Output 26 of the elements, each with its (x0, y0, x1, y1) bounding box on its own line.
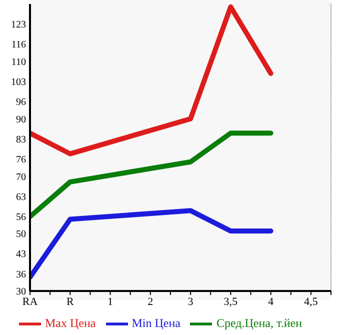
y-tick-label: 96 (16, 97, 26, 108)
x-tick-label: RA (22, 296, 38, 308)
x-tick-label: 1 (108, 296, 114, 308)
y-tick-label: 110 (11, 56, 26, 68)
x-tick-label: 3 (188, 296, 194, 308)
legend-label: Max Цена (44, 316, 96, 330)
y-tick-label: 116 (11, 40, 26, 51)
y-tick-label: 50 (16, 229, 26, 240)
y-tick-label: 76 (16, 154, 26, 166)
x-tick-label: 3,5 (224, 296, 238, 308)
y-tick-label: 123 (11, 20, 26, 31)
y-tick-label: 30 (16, 286, 26, 298)
legend-label: Сред.Цена, т.йен (216, 316, 302, 330)
y-tick-label: 70 (16, 172, 26, 183)
y-tick-label: 103 (11, 77, 26, 88)
y-tick-label: 36 (16, 269, 26, 280)
y-tick-label: 90 (16, 114, 26, 126)
legend-label: Min Цена (132, 316, 180, 330)
x-tick-label: R (66, 296, 74, 308)
x-tick-label: 4,5 (304, 296, 318, 308)
y-tick-label: 43 (16, 249, 26, 260)
y-tick-label: 83 (16, 134, 26, 146)
x-tick-label: 4 (268, 296, 274, 308)
y-tick-label: 63 (16, 192, 26, 203)
y-tick-label: 56 (16, 212, 26, 223)
x-tick-label: 2 (148, 296, 154, 308)
